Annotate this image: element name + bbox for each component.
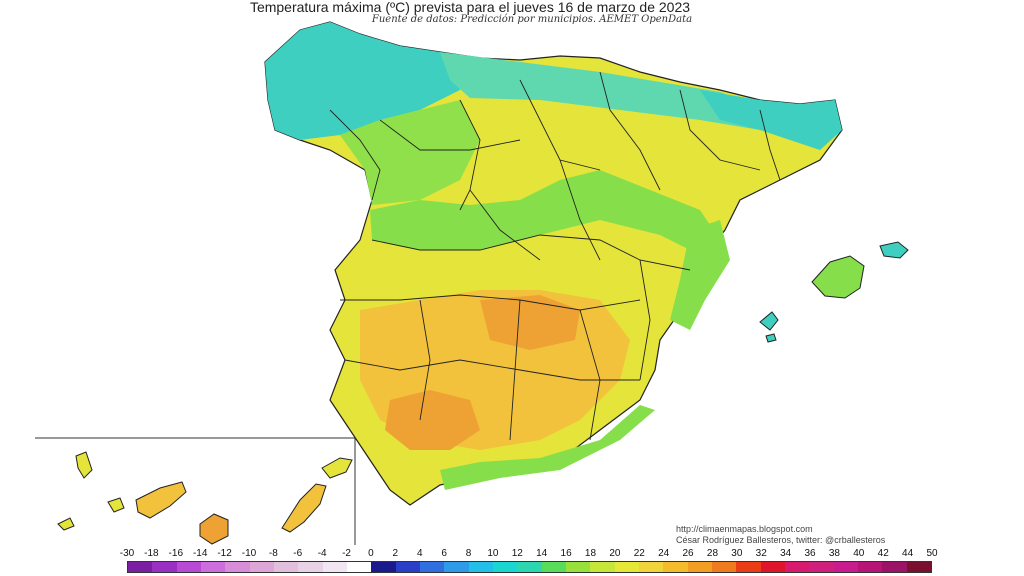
legend-label: -10 [241,548,257,559]
legend-swatch [444,562,469,572]
la-palma-island [75,451,93,479]
legend-label: 4 [416,548,423,559]
tenerife-island [135,481,187,519]
legend-swatch [809,562,834,572]
legend-swatch [614,562,639,572]
legend-swatch [273,562,299,572]
pyrenees-cool-zone [700,90,842,150]
legend-swatch [541,562,566,572]
legend-swatch [395,562,420,572]
map-title: Temperatura máxima (ºC) prevista para el… [249,0,691,15]
legend-label: 16 [560,548,572,559]
legend-swatch [565,562,591,572]
legend-swatch [906,562,931,572]
legend-label: 22 [633,548,645,559]
province-borders [329,71,781,441]
la-gomera-island [107,497,125,513]
legend-label: 26 [682,548,694,559]
gran-canaria-island [199,513,229,545]
legend-swatch [152,562,177,572]
south-coast-green [440,405,655,490]
color-legend-bar [127,561,932,573]
legend-swatch [298,562,323,572]
canary-inset-frame [35,437,356,545]
legend-label: 2 [392,548,399,559]
legend-label: -18 [144,548,159,559]
legend-label: 30 [731,548,743,559]
legend-label: -14 [192,548,208,559]
legend-label: 50 [926,548,938,559]
lanzarote-island [321,457,353,479]
northwest-green-zone [340,100,480,205]
legend-labels: -30 -18 -16 -14 -12 -10 -8 -6 -4 -2 0 2 4 6 8 10 12 14 16 1… [118,548,938,560]
credit-url: http://climaenmapas.blogspot.com [676,524,813,534]
legend-label: 32 [755,548,767,559]
fuerteventura-island [281,483,327,533]
legend-swatch [784,562,810,572]
legend-swatch [249,562,274,572]
legend-swatch [346,562,372,572]
la-mancha-hot-zone [480,295,580,350]
legend-swatch [200,562,226,572]
legend-swatch [517,562,542,572]
legend-swatch [128,562,153,572]
legend-label: 10 [487,548,499,559]
legend-label: -30 [119,548,135,559]
legend-label: 14 [536,548,548,559]
legend-label: 18 [584,548,597,559]
legend-swatch [711,562,737,572]
legend-label: 42 [877,548,889,559]
legend-swatch [638,562,664,572]
legend-label: -2 [342,548,351,559]
ibiza-island [759,311,779,331]
legend-label: -16 [168,548,184,559]
north-cool-zone [265,22,470,140]
legend-label: 38 [828,548,840,559]
legend-swatch [736,562,761,572]
legend-swatch [468,562,493,572]
el-hierro-island [57,517,75,531]
legend-swatch [687,562,712,572]
map-subtitle: Fuente de datos: Predicción por municipi… [371,14,693,25]
legend-swatch [590,562,615,572]
legend-swatch [225,562,250,572]
legend-label: 28 [706,548,719,559]
menorca-island [879,241,909,259]
legend-label: 40 [853,548,865,559]
legend-label: 44 [902,548,914,559]
legend-swatch [760,562,785,572]
legend-label: 34 [780,548,792,559]
legend-label: -6 [293,548,303,559]
legend-swatch [419,562,445,572]
central-system-band [370,170,720,255]
east-coast-green [670,220,730,330]
credit-author: César Rodríguez Ballesteros, twitter: @c… [676,535,886,545]
guadalquivir-hot-zone [385,390,480,450]
mallorca-island [811,255,865,299]
legend-swatch [857,562,883,572]
legend-label: 0 [368,548,374,559]
legend-label: 20 [609,548,621,559]
legend-label: -8 [268,548,278,559]
legend-label: 6 [441,548,447,559]
legend-label: -4 [317,548,327,559]
legend-label: 12 [511,548,523,559]
legend-swatch [371,562,396,572]
legend-label: 8 [465,548,472,559]
legend-label: -12 [217,548,232,559]
legend-label: 24 [658,548,670,559]
legend-swatch [322,562,347,572]
legend-label: 36 [804,548,816,559]
legend-swatch [882,562,907,572]
legend-swatch [492,562,518,572]
legend-swatch [833,562,858,572]
formentera-island [765,333,777,343]
legend-swatch [176,562,201,572]
legend-swatch [663,562,688,572]
